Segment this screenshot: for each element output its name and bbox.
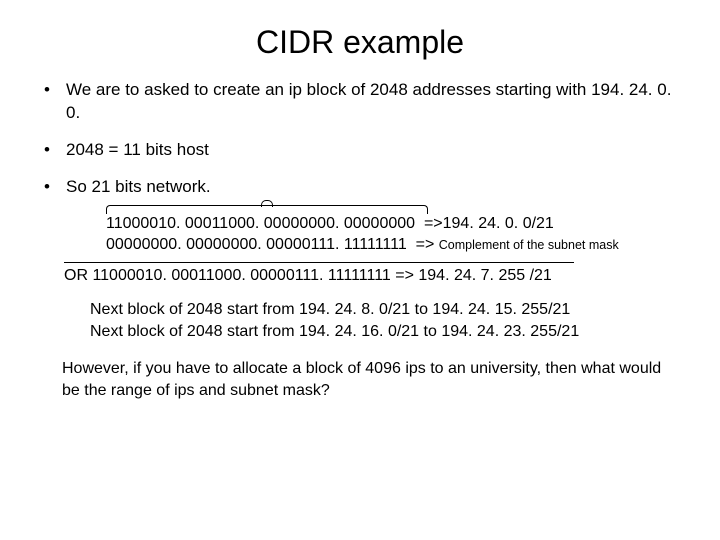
binary-note: =>194. 24. 0. 0/21: [415, 215, 554, 232]
bullet-list: We are to asked to create an ip block of…: [28, 79, 692, 199]
binary-bits: 00000000. 00000000. 00000111. 11111111: [106, 236, 407, 253]
divider: [64, 262, 574, 263]
binary-note-prefix: =>: [407, 236, 439, 253]
binary-block: 11000010. 00011000. 00000000. 00000000 =…: [106, 213, 692, 256]
question-text: However, if you have to allocate a block…: [62, 358, 692, 401]
binary-note-small: Complement of the subnet mask: [439, 238, 619, 252]
binary-row-1: 11000010. 00011000. 00000000. 00000000 =…: [106, 213, 692, 235]
slide-title: CIDR example: [28, 24, 692, 61]
slide: CIDR example We are to asked to create a…: [0, 0, 720, 540]
bullet-item: We are to asked to create an ip block of…: [42, 79, 682, 125]
bullet-item: So 21 bits network.: [42, 176, 682, 199]
binary-bits: 11000010. 00011000. 00000000. 00000000: [106, 215, 415, 232]
or-result-line: OR 11000010. 00011000. 00000111. 1111111…: [64, 267, 692, 285]
bullet-item: 2048 = 11 bits host: [42, 139, 682, 162]
next-block-line: Next block of 2048 start from 194. 24. 8…: [90, 299, 692, 321]
brace-top-icon: [106, 205, 428, 214]
binary-row-2: 00000000. 00000000. 00000111. 11111111 =…: [106, 234, 692, 256]
next-block-line: Next block of 2048 start from 194. 24. 1…: [90, 321, 692, 343]
next-blocks: Next block of 2048 start from 194. 24. 8…: [90, 299, 692, 342]
